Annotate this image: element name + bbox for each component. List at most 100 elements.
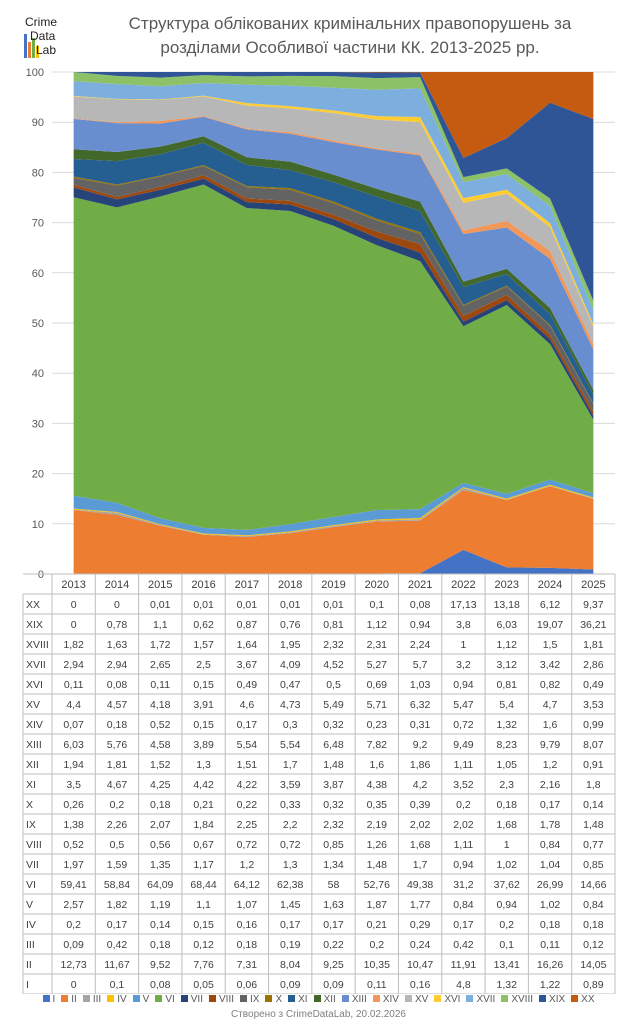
- table-cell-value: 1,97: [63, 859, 84, 871]
- table-cell-value: 0,89: [583, 979, 604, 991]
- table-cell-value: 64,12: [234, 879, 260, 891]
- table-cell-value: 13,18: [494, 599, 520, 611]
- table-cell-value: 2,86: [583, 659, 604, 671]
- table-cell-value: 0,94: [453, 859, 474, 871]
- table-cell-value: 0,29: [410, 919, 431, 931]
- table-cell-value: 6,12: [540, 599, 561, 611]
- y-tick-label: 0: [38, 569, 44, 581]
- area-series-xx: [73, 72, 594, 158]
- table-row-label: VI: [26, 879, 36, 891]
- legend-swatch: [132, 995, 140, 1002]
- legend-swatch: [209, 995, 216, 1002]
- table-cell-value: 0,15: [193, 919, 214, 931]
- table-row-label: XX: [26, 599, 40, 611]
- table-row-label: XIV: [26, 719, 43, 731]
- table-cell-value: 2,25: [237, 819, 258, 831]
- table-cell-value: 3,53: [583, 699, 604, 711]
- legend-label: XII: [323, 994, 336, 1005]
- table-cell-value: 1,19: [150, 899, 171, 911]
- table-cell-value: 59,41: [61, 879, 87, 891]
- table-cell-value: 0,5: [110, 839, 125, 851]
- table-cell-value: 0,17: [453, 919, 474, 931]
- table-cell-value: 1,81: [107, 759, 128, 771]
- x-tick-label: 2015: [148, 579, 172, 591]
- table-cell-value: 3,12: [497, 659, 518, 671]
- table-cell-value: 2,19: [367, 819, 388, 831]
- legend-item-xiv: XIV: [372, 994, 399, 1005]
- table-row-label: XVII: [26, 659, 46, 671]
- table-cell-value: 1,1: [196, 899, 211, 911]
- table-cell-value: 0,84: [583, 899, 604, 911]
- table-cell-value: 0,15: [193, 679, 214, 691]
- table-cell-value: 1,8: [586, 779, 601, 791]
- legend-swatch: [571, 995, 579, 1002]
- table-cell-value: 0,18: [150, 939, 171, 951]
- table-cell-value: 3,8: [456, 619, 471, 631]
- legend-item-x: X: [265, 994, 282, 1005]
- table-cell-value: 6,32: [410, 699, 431, 711]
- table-cell-value: 0,1: [499, 939, 514, 951]
- table-cell-value: 0,18: [150, 799, 171, 811]
- legend-label: V: [142, 994, 150, 1005]
- table-cell-value: 4,7: [543, 699, 558, 711]
- svg-text:Data: Data: [30, 29, 56, 43]
- legend-label: XX: [581, 994, 595, 1005]
- table-cell-value: 0: [114, 599, 120, 611]
- table-cell-value: 4,57: [107, 699, 128, 711]
- legend-item-xviii: XVIII: [501, 994, 533, 1005]
- table-cell-value: 5,76: [107, 739, 128, 751]
- table-cell-value: 1,59: [107, 859, 128, 871]
- legend-swatch: [265, 995, 273, 1002]
- table-cell-value: 0,2: [370, 939, 385, 951]
- table-cell-value: 0,82: [540, 679, 561, 691]
- table-cell-value: 1,38: [63, 819, 84, 831]
- table-cell-value: 17,13: [450, 599, 476, 611]
- table-cell-value: 4,2: [413, 779, 428, 791]
- table-cell-value: 0,16: [237, 919, 258, 931]
- legend-swatch: [501, 995, 509, 1002]
- x-tick-label: 2019: [321, 579, 345, 591]
- table-cell-value: 5,71: [367, 699, 388, 711]
- table-cell-value: 1,68: [497, 819, 518, 831]
- table-cell-value: 4,8: [456, 979, 471, 991]
- table-cell-value: 1,1: [153, 619, 168, 631]
- table-cell-value: 2,3: [499, 779, 514, 791]
- legend-swatch: [434, 995, 442, 1002]
- crimedatalab-logo: Crime Data Lab: [22, 14, 66, 60]
- table-cell-value: 3,89: [193, 739, 214, 751]
- legend-label: VII: [190, 994, 203, 1005]
- table-cell-value: 5,27: [367, 659, 388, 671]
- table-cell-value: 3,42: [540, 659, 561, 671]
- legend-item-i: I: [42, 994, 55, 1005]
- table-cell-value: 1: [461, 639, 467, 651]
- table-cell-value: 1,3: [283, 859, 298, 871]
- legend-item-xii: XII: [313, 994, 336, 1005]
- table-cell-value: 0,2: [66, 919, 81, 931]
- area-series-xiii: [73, 116, 594, 390]
- table-cell-value: 0: [71, 619, 77, 631]
- area-series-ix: [73, 166, 594, 412]
- legend-label: XVI: [444, 994, 461, 1005]
- y-tick-label: 90: [32, 117, 44, 129]
- table-cell-value: 1,52: [150, 759, 171, 771]
- table-cell-value: 1,94: [63, 759, 84, 771]
- table-cell-value: 0,18: [107, 719, 128, 731]
- x-tick-label: 2013: [61, 579, 85, 591]
- table-cell-value: 1,48: [583, 819, 604, 831]
- table-cell-value: 58: [328, 879, 340, 891]
- table-cell-value: 2,5: [196, 659, 211, 671]
- table-cell-value: 6,03: [497, 619, 518, 631]
- table-cell-value: 0,35: [367, 799, 388, 811]
- legend-label: IX: [250, 994, 260, 1005]
- table-row-label: XIII: [26, 739, 42, 751]
- legend-swatch: [539, 995, 547, 1002]
- table-cell-value: 1,12: [497, 639, 518, 651]
- table-cell-value: 1,86: [410, 759, 431, 771]
- table-cell-value: 4,67: [107, 779, 128, 791]
- table-cell-value: 3,2: [456, 659, 471, 671]
- table-cell-value: 1,17: [193, 859, 214, 871]
- y-tick-label: 50: [32, 318, 44, 330]
- table-cell-value: 4,73: [280, 699, 301, 711]
- table-cell-value: 1,2: [543, 759, 558, 771]
